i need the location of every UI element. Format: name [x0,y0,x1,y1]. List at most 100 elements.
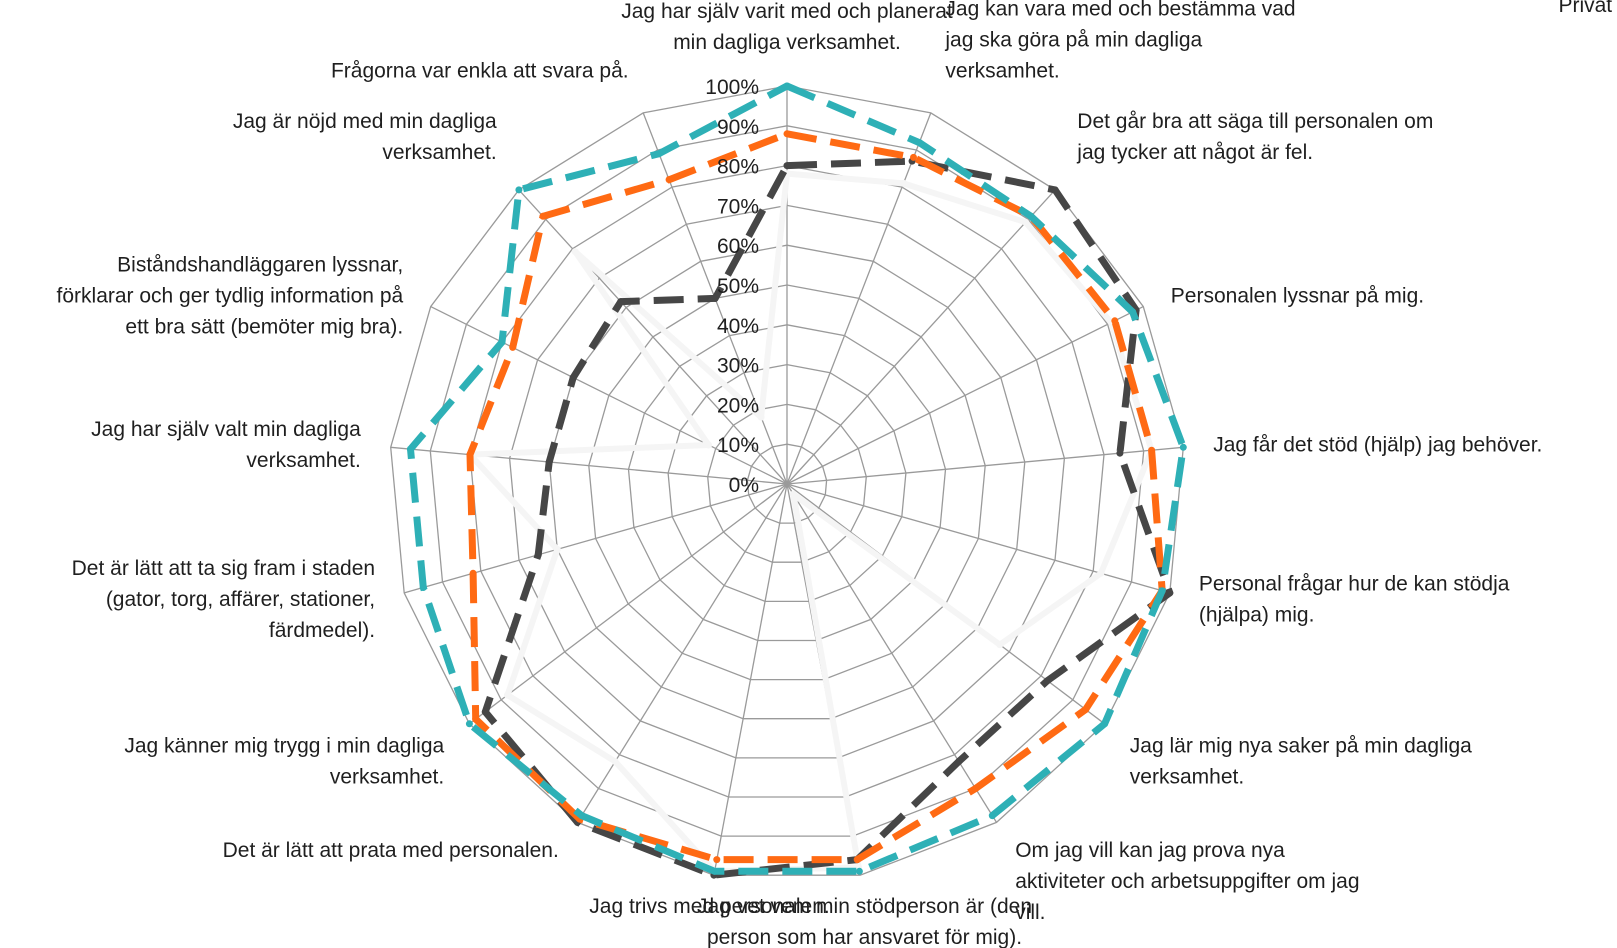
category-label-line: verksamhet. [382,141,496,164]
grid-spoke [786,112,932,485]
data-point-s2-3 [1051,186,1059,194]
series-line-2 [481,157,1174,879]
category-label-line: Jag har själv valt min dagliga [91,418,361,441]
category-label-line: Jag trivs med personalen. [589,895,829,918]
tick-label: 60% [717,235,759,258]
grid-spoke [576,483,788,823]
category-label-line: Jag vet vem min stödperson är (den [697,895,1032,918]
data-point-s4-1 [783,82,791,90]
category-label-line: Jag lär mig nya saker på min dagliga [1130,734,1472,757]
data-point-s2-13 [534,551,542,559]
data-point-s2-12 [481,708,489,716]
legend-fragment: Privat utför [1558,0,1617,17]
category-label-line: Frågorna var enkla att svara på. [331,60,629,83]
data-point-s2-7 [1043,677,1051,685]
grid-spoke [430,306,788,485]
category-label-line: Om jag vill kan jag prova nya [1015,839,1285,862]
category-label-4: Personalen lyssnar på mig. [1171,284,1424,307]
series-line-3 [466,130,1166,864]
data-point-s2-8 [955,758,963,765]
category-label-line: jag tycker att något är fel. [1076,141,1313,164]
category-label-line: verksamhet. [1130,765,1244,788]
data-point-s4-5 [1179,443,1187,451]
data-point-s4-8 [988,812,996,820]
category-labels: Jag har själv varit med och planerat min … [57,0,1543,948]
category-label-line: vill. [1015,901,1045,924]
data-point-s3-4 [1111,317,1119,325]
category-label-line: Biståndshandläggaren lyssnar, [117,253,403,276]
data-point-s2-15 [569,374,577,382]
category-label-15: Biståndshandläggaren lyssnar, förklarar o… [57,253,404,338]
grid-spoke [518,189,788,485]
data-point-s4-7 [1101,720,1109,728]
grid-spoke [786,306,1144,485]
grid-ring [667,363,907,603]
category-label-line: Jag har själv varit med och planerat [621,0,953,23]
data-point-s1-17 [757,413,765,421]
category-label-line: Det är lätt att ta sig fram i staden [72,557,375,580]
category-label-line: (gator, torg, affärer, stationer, [106,588,375,611]
grid-ring [746,443,828,524]
data-point-s1-7 [996,641,1004,649]
category-label-line: verksamhet. [330,765,444,788]
data-point-s3-13 [469,569,477,577]
category-label-1: Jag har själv varit med och planerat min … [621,0,953,54]
data-point-s3-8 [972,785,980,792]
data-point-s3-16 [539,212,547,220]
data-point-s3-12 [472,715,480,723]
tick-label: 100% [705,76,759,99]
data-point-s4-10 [711,867,719,875]
tick-label: 50% [717,275,759,298]
data-point-s4-16 [515,186,523,194]
data-point-s2-1 [783,162,791,170]
tick-label: 90% [717,116,759,139]
category-label-line: Det är lätt att prata med personalen. [223,839,559,862]
data-point-s1-3 [1022,218,1030,226]
category-label-8: Om jag vill kan jag prova nya aktiviteter… [1015,839,1359,924]
category-label-5: Jag får det stöd (hjälp) jag behöver. [1213,434,1542,457]
grid-ring [707,403,867,563]
data-point-s4-14 [407,445,414,453]
category-label-line: (hjälpa) mig. [1199,604,1315,627]
data-point-s1-6 [1097,569,1105,577]
category-label-11: Det är lätt att prata med personalen. [223,839,559,862]
category-label-line: Jag kan vara med och bestämma vad [945,0,1295,21]
data-point-s1-2 [900,179,907,187]
data-point-s4-15 [498,338,506,346]
grid-ring [469,164,1105,798]
grid-spoke [390,446,788,485]
category-label-line: Personal frågar hur de kan stödja [1199,573,1510,596]
category-label-16: Jag är nöjd med min dagliga verksamhet. [233,110,497,164]
category-label-line: Jag känner mig trygg i min dagliga [124,734,444,757]
data-point-s4-6 [1158,587,1166,595]
category-label-line: färdmedel). [269,619,375,642]
data-point-s4-2 [915,139,923,147]
data-point-s2-17 [711,294,719,302]
grid-spoke [786,483,998,823]
category-label-7: Jag lär mig nya saker på min dagliga verk… [1130,734,1472,788]
grid-spoke [404,483,788,594]
data-point-s1-11 [611,758,619,765]
data-point-s3-1 [783,130,791,138]
radial-axis-ticks: 0% 10% 20% 30% 40% 50% 60% 70% 80% 90% 100% [705,76,759,497]
category-label-13: Det är lätt att ta sig fram i staden (gat… [72,557,375,642]
data-point-s4-4 [1129,308,1137,316]
series-line-4 [407,82,1187,875]
data-point-s2-5 [1116,449,1124,457]
category-label-line: aktiviteter och arbetsuppgifter om jag [1015,870,1359,893]
data-point-s4-11 [578,812,586,820]
category-label-10: Jag trivs med personalen. [589,895,829,918]
data-point-s4-9 [855,867,863,875]
grid-spoke [713,483,788,876]
tick-label: 80% [717,156,759,179]
data-point-s3-10 [713,856,721,864]
data-point-s4-3 [1027,212,1035,220]
grid-spoke [786,189,1056,485]
category-label-line: min dagliga verksamhet. [673,31,901,54]
category-label-12: Jag känner mig trygg i min dagliga verksa… [124,734,444,788]
radar-grid [390,85,1184,876]
category-label-line: förklarar och ger tydlig information på [57,284,404,307]
data-point-s1-8 [789,490,797,498]
